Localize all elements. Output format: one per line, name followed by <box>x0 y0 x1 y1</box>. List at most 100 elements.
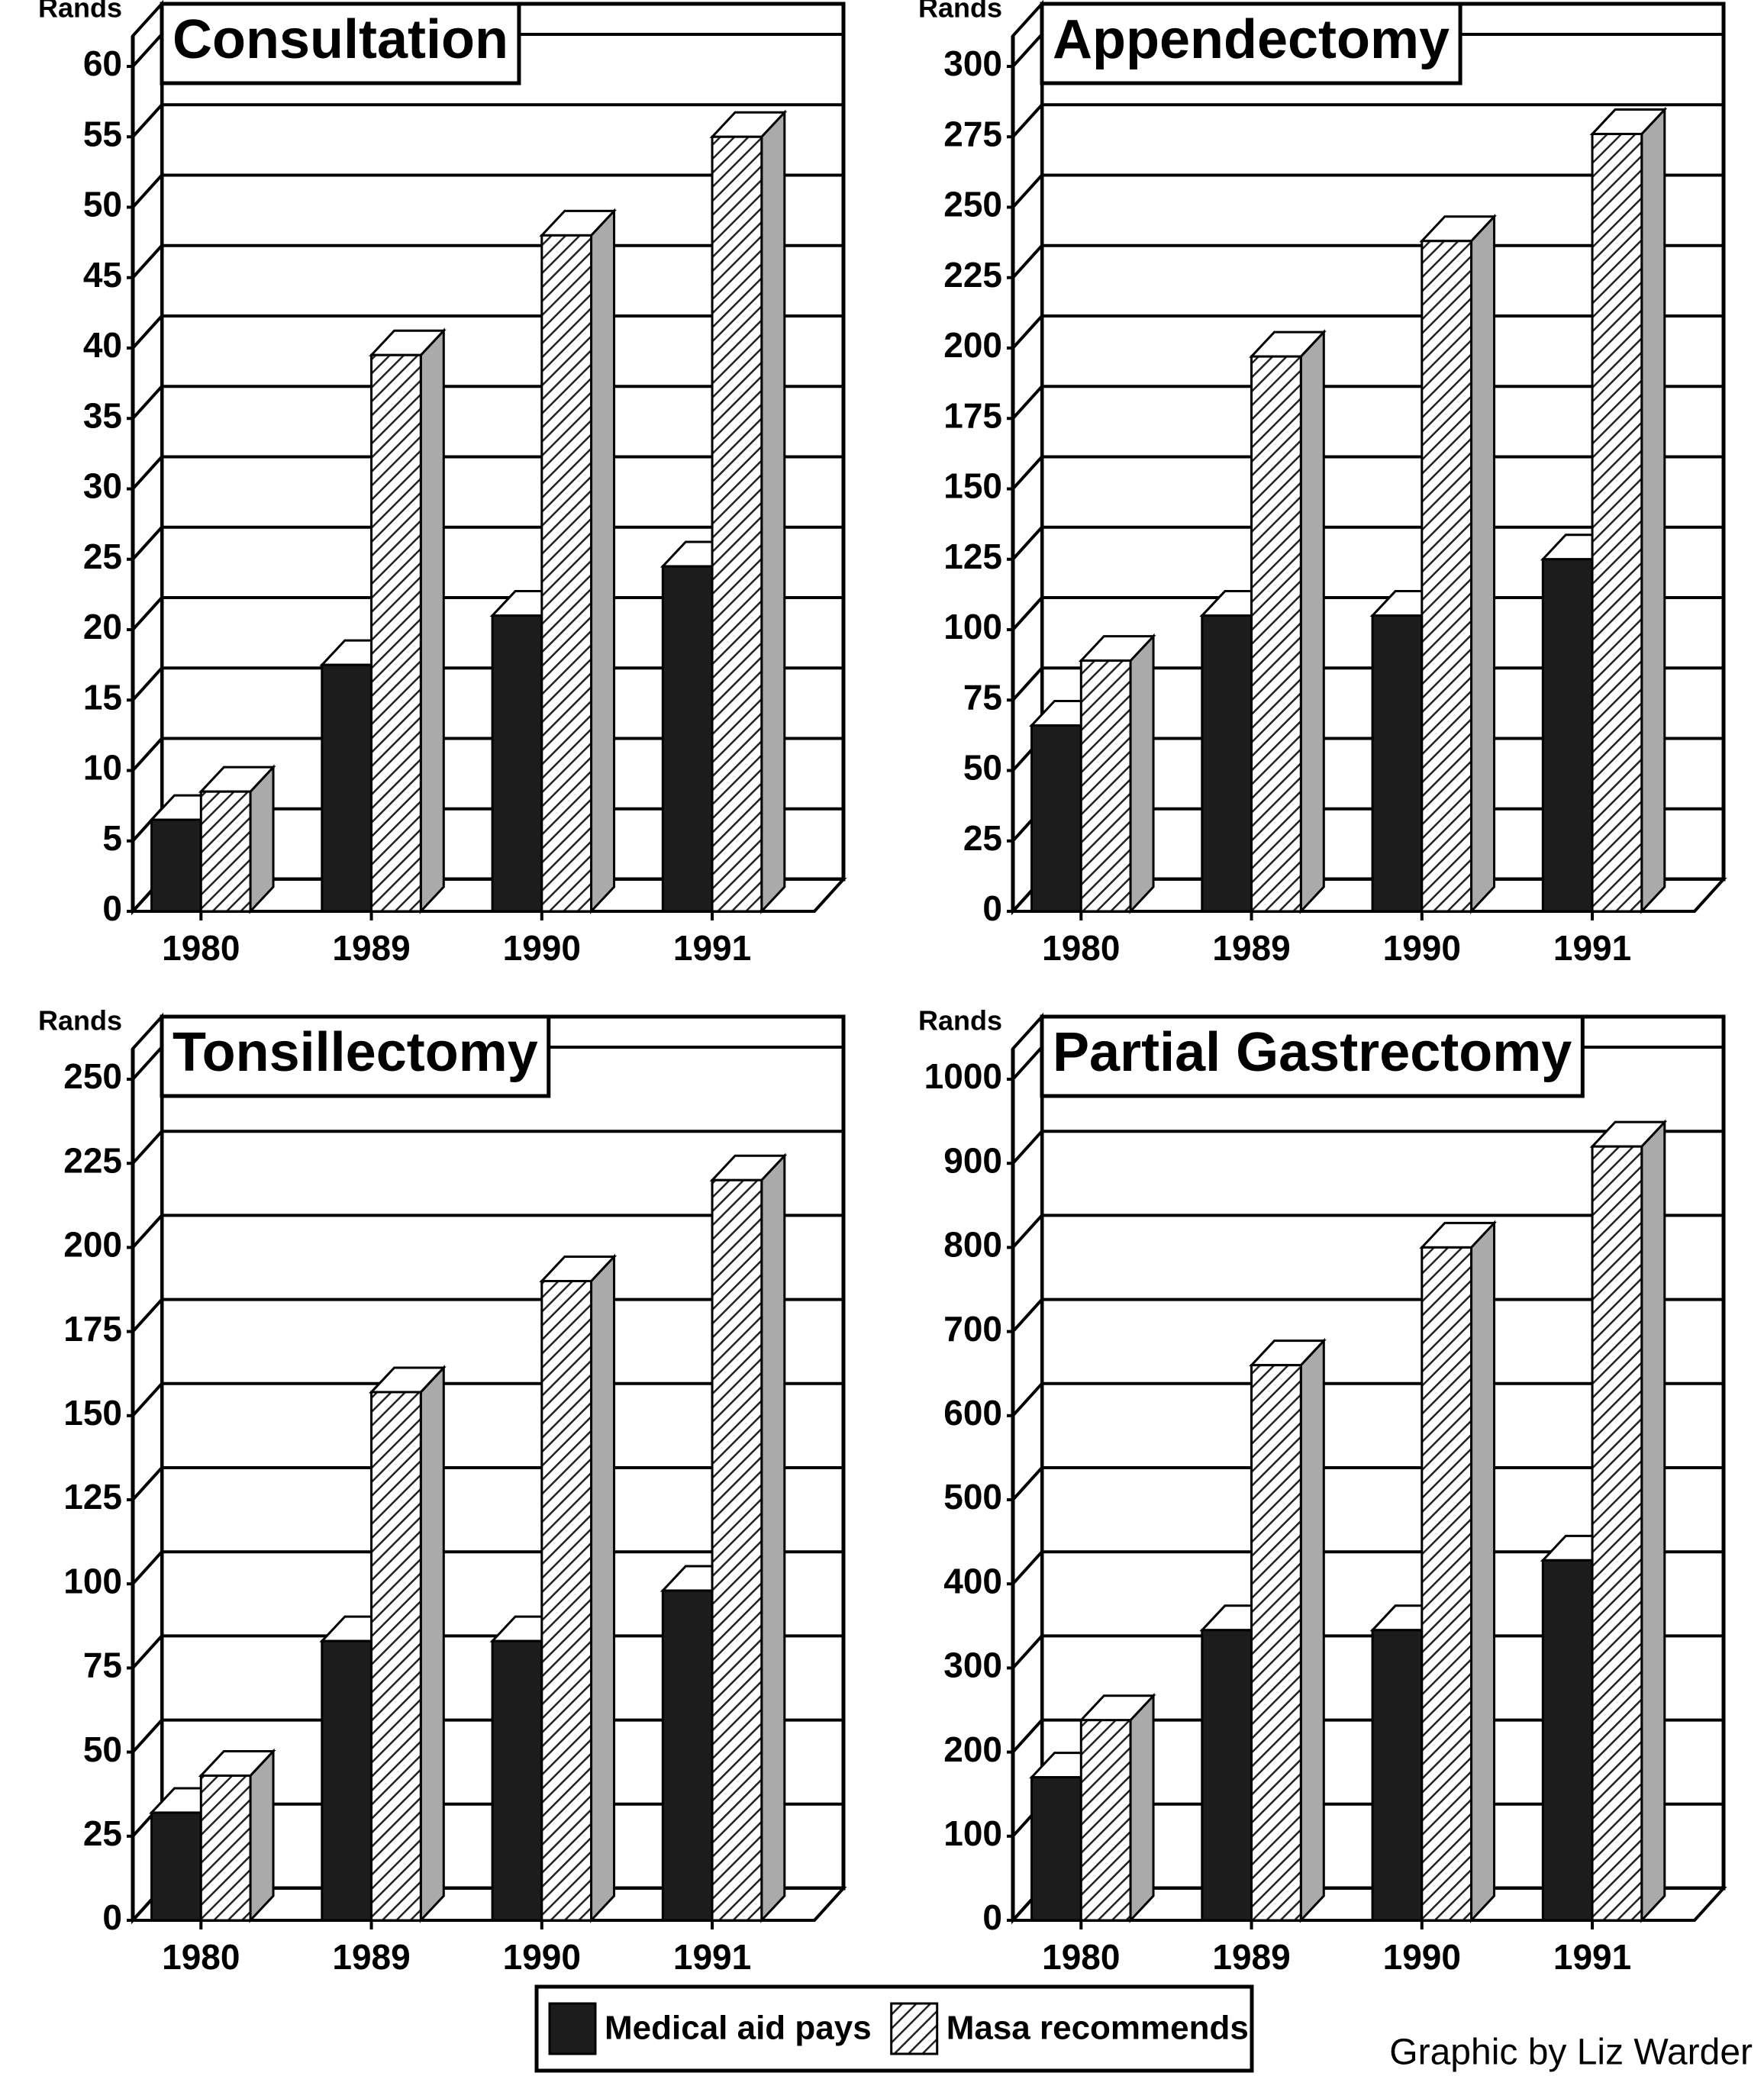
bar <box>322 665 372 911</box>
y-tick-label: 0 <box>102 1897 122 1937</box>
bar <box>1422 241 1472 911</box>
y-axis-unit: Rands <box>38 0 122 24</box>
x-tick-label: 1989 <box>332 928 410 968</box>
y-tick-label: 250 <box>943 185 1002 224</box>
x-tick-label: 1989 <box>1212 1937 1290 1977</box>
y-tick-label: 0 <box>982 888 1002 928</box>
bar <box>1202 1630 1252 1920</box>
y-tick-label: 75 <box>83 1646 122 1685</box>
bar <box>542 1281 592 1920</box>
x-tick-label: 1990 <box>503 928 581 968</box>
bar <box>152 820 202 911</box>
x-tick-label: 1991 <box>673 928 751 968</box>
bar <box>1202 616 1252 911</box>
y-tick-label: 800 <box>943 1225 1002 1265</box>
chart-title: Consultation <box>173 9 508 70</box>
bar-side <box>592 211 614 911</box>
y-tick-label: 45 <box>83 255 122 295</box>
x-tick-label: 1980 <box>1042 1937 1120 1977</box>
y-tick-label: 500 <box>943 1477 1002 1517</box>
y-tick-label: 30 <box>83 466 122 506</box>
bar-side <box>762 112 785 911</box>
bar-side <box>592 1256 614 1920</box>
y-tick-label: 25 <box>963 818 1002 858</box>
y-tick-label: 0 <box>102 888 122 928</box>
bar <box>1592 134 1642 911</box>
bar-chart: 01002003004005006007008009001000RandsPar… <box>918 1005 1724 1978</box>
side-wall <box>133 1017 162 1920</box>
y-tick-label: 150 <box>943 466 1002 506</box>
bar <box>712 1180 762 1920</box>
bar <box>201 1775 250 1920</box>
y-tick-label: 75 <box>963 677 1002 717</box>
y-tick-label: 25 <box>83 537 122 576</box>
y-tick-label: 125 <box>943 537 1002 576</box>
y-tick-label: 0 <box>982 1897 1002 1937</box>
y-tick-label: 60 <box>83 44 122 83</box>
chart-title: Tonsillectomy <box>173 1022 538 1083</box>
x-tick-label: 1991 <box>1553 1937 1631 1977</box>
side-wall <box>133 4 162 911</box>
bar <box>1252 1365 1301 1920</box>
x-tick-label: 1990 <box>1383 1937 1461 1977</box>
x-tick-label: 1990 <box>503 1937 581 1977</box>
bar-side <box>421 1368 443 1920</box>
x-tick-label: 1980 <box>162 928 240 968</box>
bar <box>201 791 250 911</box>
bar <box>492 1641 542 1920</box>
legend-swatch <box>892 2003 937 2054</box>
y-tick-label: 200 <box>943 1729 1002 1769</box>
y-tick-label: 200 <box>943 325 1002 365</box>
y-tick-label: 40 <box>83 325 122 365</box>
bar-chart: 051015202530354045505560RandsConsultatio… <box>38 0 843 968</box>
x-tick-label: 1991 <box>1553 928 1631 968</box>
bar <box>1422 1247 1472 1920</box>
bar <box>372 355 421 911</box>
y-tick-label: 700 <box>943 1309 1002 1349</box>
bar-side <box>1301 332 1324 911</box>
bar-side <box>1301 1341 1324 1920</box>
y-tick-label: 600 <box>943 1393 1002 1433</box>
y-tick-label: 10 <box>83 748 122 788</box>
y-tick-label: 150 <box>63 1393 122 1433</box>
bar <box>152 1813 202 1920</box>
y-tick-label: 25 <box>83 1813 122 1853</box>
bar-chart: 0255075100125150175200225250RandsTonsill… <box>38 1005 843 1978</box>
y-tick-label: 300 <box>943 44 1002 83</box>
x-tick-label: 1989 <box>332 1937 410 1977</box>
legend-label: Medical aid pays <box>605 2010 872 2047</box>
bar-side <box>1472 217 1495 911</box>
y-tick-label: 175 <box>63 1309 122 1349</box>
bar-side <box>250 1751 273 1920</box>
y-axis-unit: Rands <box>918 1005 1002 1036</box>
bar-side <box>1130 1696 1153 1920</box>
bar-side <box>762 1156 785 1920</box>
legend-label: Masa recommends <box>946 2010 1249 2047</box>
legend-swatch <box>550 2003 595 2054</box>
y-tick-label: 35 <box>83 395 122 435</box>
y-tick-label: 100 <box>943 607 1002 646</box>
chart-title: Appendectomy <box>1053 9 1450 70</box>
bar <box>712 137 762 911</box>
bar <box>1372 1630 1422 1920</box>
x-tick-label: 1989 <box>1212 928 1290 968</box>
bar <box>1372 616 1422 911</box>
y-tick-label: 55 <box>83 114 122 153</box>
bar-chart: 0255075100125150175200225250275300RandsA… <box>918 0 1724 968</box>
bar <box>1081 1720 1130 1920</box>
bar <box>372 1392 421 1920</box>
y-tick-label: 275 <box>943 114 1002 153</box>
y-tick-label: 125 <box>63 1477 122 1517</box>
legend: Medical aid pays Masa recommends <box>537 1987 1252 2071</box>
bar-side <box>1642 110 1665 911</box>
y-tick-label: 225 <box>943 255 1002 295</box>
bar <box>542 235 592 911</box>
y-tick-label: 50 <box>83 1729 122 1769</box>
chart-page: Medical aid paysMasa recommends Graphic … <box>0 0 1764 2076</box>
y-tick-label: 900 <box>943 1140 1002 1180</box>
y-tick-label: 1000 <box>924 1056 1002 1096</box>
y-tick-label: 50 <box>83 185 122 224</box>
bar <box>1543 1560 1592 1920</box>
y-tick-label: 175 <box>943 395 1002 435</box>
y-tick-label: 5 <box>102 818 122 858</box>
